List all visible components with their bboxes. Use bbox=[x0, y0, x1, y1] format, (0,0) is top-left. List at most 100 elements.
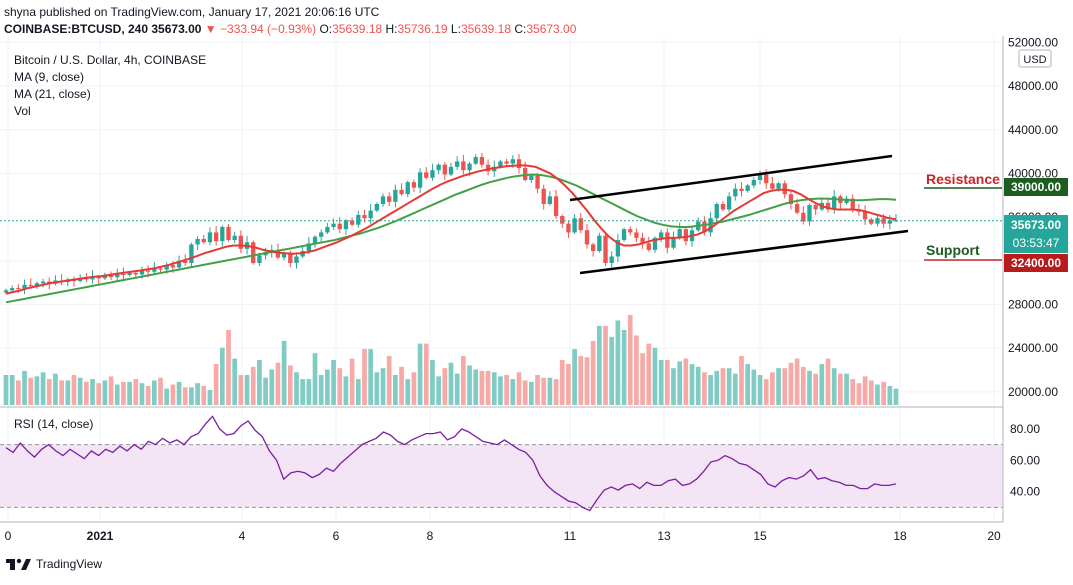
volume-bar bbox=[553, 379, 559, 405]
volume-bar bbox=[461, 355, 466, 405]
candle-body bbox=[362, 214, 367, 219]
volume-bar bbox=[114, 384, 120, 405]
volume-bar bbox=[757, 375, 763, 405]
volume-bar bbox=[207, 390, 213, 405]
volume-bar bbox=[281, 340, 287, 405]
candle-body bbox=[541, 188, 546, 205]
volume-bar bbox=[603, 325, 608, 405]
volume-bar bbox=[522, 380, 528, 405]
candle-body bbox=[801, 212, 806, 222]
candle-body bbox=[312, 236, 318, 244]
volume-bar bbox=[368, 349, 374, 405]
time-axis[interactable]: 0 2021 4 6 8 11 13 15 18 20 bbox=[5, 529, 1001, 543]
time-tick-label: 20 bbox=[987, 529, 1001, 543]
volume-bar bbox=[3, 375, 9, 405]
candle-body bbox=[331, 223, 336, 227]
candle-body bbox=[479, 157, 485, 165]
price-chart[interactable]: 52000.0048000.0044000.0040000.0036000.00… bbox=[0, 0, 1073, 555]
candle-body bbox=[189, 244, 194, 264]
last-price-label: 35673.00 bbox=[151, 22, 202, 36]
candle-body bbox=[671, 236, 676, 248]
volume-bar bbox=[127, 381, 132, 405]
candle-body bbox=[424, 172, 429, 178]
volume-bar bbox=[782, 368, 788, 405]
volume-bar bbox=[287, 365, 293, 405]
candle-body bbox=[337, 223, 342, 230]
candle-body bbox=[560, 216, 565, 224]
candle-body bbox=[40, 281, 46, 284]
resistance-annotation[interactable]: Resistance bbox=[926, 171, 1000, 187]
rsi-band bbox=[0, 444, 1003, 508]
currency-button[interactable]: USD bbox=[1018, 49, 1052, 68]
channel-lower-line[interactable] bbox=[579, 229, 909, 275]
price-tick-label: 44000.00 bbox=[1008, 123, 1058, 137]
candle-body bbox=[782, 183, 787, 195]
price-tick-label: 28000.00 bbox=[1008, 298, 1058, 312]
channel-upper-line[interactable] bbox=[569, 154, 893, 202]
candle-body bbox=[702, 221, 707, 233]
candle-body bbox=[751, 179, 757, 186]
time-tick-label: 15 bbox=[753, 529, 767, 543]
candle-body bbox=[850, 198, 855, 210]
candle-body bbox=[547, 196, 553, 205]
volume-bar bbox=[195, 383, 200, 405]
series-title[interactable]: Bitcoin / U.S. Dollar, 4h, COINBASE bbox=[14, 53, 207, 67]
candle-body bbox=[133, 272, 138, 275]
volume-bar bbox=[71, 375, 77, 405]
candle-body bbox=[714, 204, 719, 219]
footer: TradingView bbox=[6, 557, 102, 571]
volume-bar bbox=[590, 340, 596, 405]
candle-body bbox=[306, 243, 312, 251]
candle-body bbox=[807, 205, 812, 222]
volume-bar bbox=[362, 349, 367, 405]
volume-bar bbox=[640, 353, 645, 405]
volume-bar bbox=[46, 379, 52, 405]
tradingview-logo-icon[interactable] bbox=[6, 557, 32, 571]
candle-body bbox=[430, 170, 435, 178]
last-price-value: 35673.00 bbox=[1011, 218, 1061, 232]
ma21-legend[interactable]: MA (21, close) bbox=[14, 87, 91, 101]
volume-bar bbox=[856, 383, 862, 405]
volume-bar bbox=[90, 379, 95, 405]
ma9-legend[interactable]: MA (9, close) bbox=[14, 70, 85, 84]
candle-body bbox=[170, 265, 176, 268]
candle-body bbox=[319, 232, 324, 237]
support-price: 32400.00 bbox=[1011, 256, 1061, 270]
support-annotation[interactable]: Support bbox=[926, 242, 980, 258]
volume-bar bbox=[745, 364, 751, 405]
candle-body bbox=[708, 218, 713, 233]
rsi-axis[interactable]: 80.00 60.00 40.00 bbox=[1010, 422, 1040, 499]
candle-body bbox=[646, 243, 651, 250]
candle-body bbox=[115, 273, 120, 278]
volume-bar bbox=[232, 358, 238, 405]
volume-legend[interactable]: Vol bbox=[14, 104, 31, 118]
candle-body bbox=[34, 283, 40, 286]
volume-bar bbox=[559, 360, 565, 405]
candle-body bbox=[832, 196, 837, 210]
volume-bar bbox=[726, 368, 732, 405]
volume-bar bbox=[596, 325, 602, 405]
resistance-price-badge: 39000.00 bbox=[1004, 178, 1068, 196]
volume-bar bbox=[584, 357, 590, 405]
support-price-badge: 32400.00 bbox=[1004, 254, 1068, 272]
volume-bar bbox=[819, 364, 825, 405]
open-value: 35639.18 bbox=[332, 22, 383, 36]
rsi-legend[interactable]: RSI (14, close) bbox=[14, 417, 93, 431]
candle-body bbox=[213, 232, 219, 242]
volume-bar bbox=[417, 343, 423, 405]
high-label: H: bbox=[385, 22, 398, 36]
candle-body bbox=[343, 220, 349, 230]
volume-bar bbox=[485, 370, 491, 405]
volume-bar bbox=[133, 379, 139, 405]
volume-bar bbox=[689, 364, 695, 405]
volume-bar bbox=[838, 373, 843, 405]
candle-body bbox=[757, 174, 763, 180]
volume-bar bbox=[405, 379, 411, 405]
candle-body bbox=[745, 185, 750, 191]
candle-body bbox=[615, 240, 621, 257]
candle-body bbox=[825, 202, 831, 210]
tradingview-brand[interactable]: TradingView bbox=[36, 557, 103, 571]
price-tick-label: 48000.00 bbox=[1008, 79, 1058, 93]
volume-bar bbox=[201, 385, 207, 405]
candle-body bbox=[368, 210, 373, 219]
